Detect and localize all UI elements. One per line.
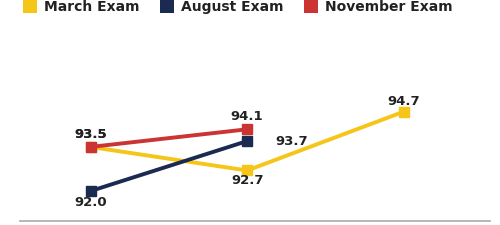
Text: 93.7: 93.7 (276, 135, 308, 148)
Text: 92.0: 92.0 (74, 196, 107, 209)
Text: 94.1: 94.1 (231, 110, 264, 124)
Text: 94.7: 94.7 (388, 95, 420, 108)
Text: 93.5: 93.5 (74, 128, 107, 141)
Text: 93.5: 93.5 (74, 128, 107, 141)
Text: 92.7: 92.7 (231, 174, 264, 187)
Legend: March Exam, August Exam, November Exam: March Exam, August Exam, November Exam (18, 0, 458, 20)
